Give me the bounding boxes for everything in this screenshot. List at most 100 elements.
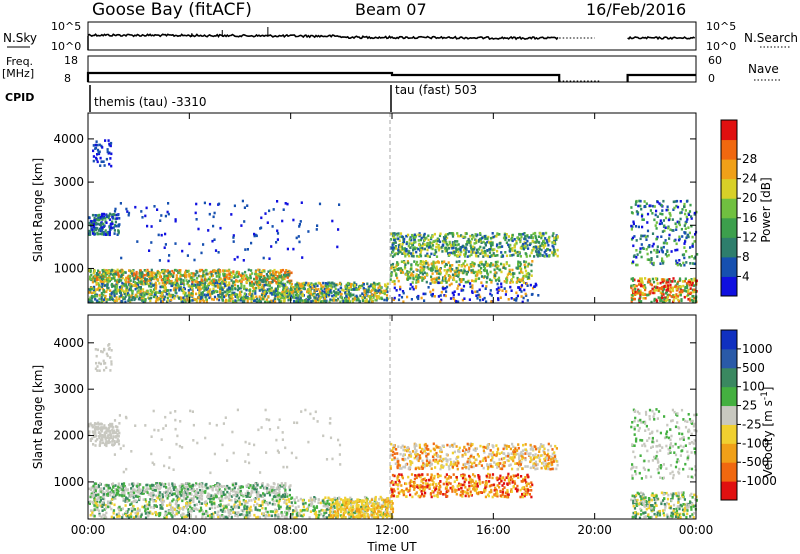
scatter-cell (172, 293, 175, 297)
scatter-cell (116, 278, 119, 282)
scatter-cell (393, 282, 396, 286)
scatter-cell (495, 235, 498, 238)
scatter-cell (391, 250, 394, 254)
scatter-cell (685, 215, 688, 219)
scatter-cell (265, 514, 268, 517)
scatter-cell (91, 220, 94, 223)
scatter-cell (641, 291, 644, 295)
scatter-cell (433, 232, 436, 236)
scatter-cell (333, 506, 336, 510)
scatter-cell (105, 298, 108, 301)
scatter-cell (641, 213, 644, 217)
scatter-cell (392, 246, 395, 249)
scatter-cell (451, 268, 454, 271)
scatter-cell (182, 279, 185, 282)
scatter-cell (540, 235, 543, 238)
scatter-cell (262, 513, 265, 517)
scatter-cell (410, 272, 413, 275)
scatter-cell (130, 509, 134, 513)
scatter-cell (430, 262, 433, 266)
scatter-cell (460, 264, 463, 268)
scatter-cell (221, 514, 224, 517)
scatter-cell (634, 203, 637, 206)
scatter-cell (666, 295, 669, 299)
scatter-cell (117, 230, 120, 233)
scatter-cell (540, 236, 543, 240)
scatter-cell (521, 271, 524, 274)
scatter-cell (526, 235, 529, 238)
scatter-cell (110, 141, 113, 145)
scatter-cell (236, 255, 239, 259)
scatter-cell (661, 230, 664, 233)
scatter-cell (230, 271, 233, 274)
scatter-cell (110, 291, 113, 294)
scatter-cell (227, 289, 230, 292)
scatter-cell (634, 290, 637, 294)
scatter-cell (237, 271, 240, 274)
scatter-cell (110, 515, 113, 519)
scatter-cell (115, 290, 118, 294)
scatter-cell (286, 276, 289, 279)
scatter-cell (477, 270, 480, 274)
scatter-cell (524, 246, 527, 249)
scatter-cell (109, 228, 112, 231)
scatter-cell (120, 285, 123, 288)
scatter-cell (377, 294, 380, 298)
scatter-cell (364, 292, 367, 295)
scatter-cell (181, 274, 184, 277)
scatter-cell (213, 506, 217, 510)
scatter-cell (680, 298, 683, 301)
scatter-cell (455, 243, 459, 247)
scatter-cell (532, 286, 535, 290)
scatter-cell (208, 507, 211, 510)
scatter-cell (666, 293, 669, 297)
scatter-cell (524, 265, 527, 269)
scatter-cell (103, 164, 106, 167)
scatter-cell (143, 277, 147, 280)
scatter-cell (228, 299, 231, 302)
scatter-cell (109, 296, 112, 299)
scatter-cell (178, 286, 181, 289)
scatter-cell (292, 247, 295, 251)
scatter-cell (468, 266, 471, 269)
scatter-cell (259, 227, 262, 230)
scatter-cell (429, 290, 432, 294)
scatter-cell (159, 219, 162, 222)
scatter-cell (630, 297, 633, 300)
scatter-cell (342, 299, 345, 303)
scatter-cell (522, 281, 525, 284)
scatter-cell (547, 243, 550, 247)
scatter-cell (421, 267, 424, 270)
scatter-cell (462, 284, 466, 288)
scatter-cell (276, 287, 279, 291)
scatter-cell (94, 277, 97, 280)
scatter-cell (132, 274, 135, 277)
scatter-cell (127, 292, 130, 295)
scatter-cell (464, 252, 467, 255)
scatter-cell (646, 252, 649, 256)
scatter-cell (262, 278, 265, 282)
scatter-cell (267, 295, 270, 298)
scatter-cell (197, 286, 200, 290)
scatter-cell (240, 513, 243, 516)
scatter-cell (210, 279, 214, 283)
scatter-cell (684, 277, 687, 281)
scatter-cell (647, 278, 650, 282)
scatter-cell (94, 228, 97, 232)
scatter-cell (306, 290, 309, 294)
scatter-cell (88, 300, 91, 304)
scatter-cell (377, 286, 380, 290)
scatter-cell (288, 500, 291, 504)
scatter-cell (253, 277, 256, 281)
scatter-cell (113, 229, 116, 232)
scatter-cell (662, 199, 665, 203)
scatter-cell (675, 228, 678, 231)
scatter-cell (175, 276, 178, 280)
scatter-cell (684, 221, 687, 225)
scatter-cell (295, 293, 298, 297)
scatter-cell (314, 282, 317, 286)
scatter-cell (98, 294, 101, 297)
scatter-cell (690, 283, 693, 287)
scatter-cell (293, 516, 296, 519)
